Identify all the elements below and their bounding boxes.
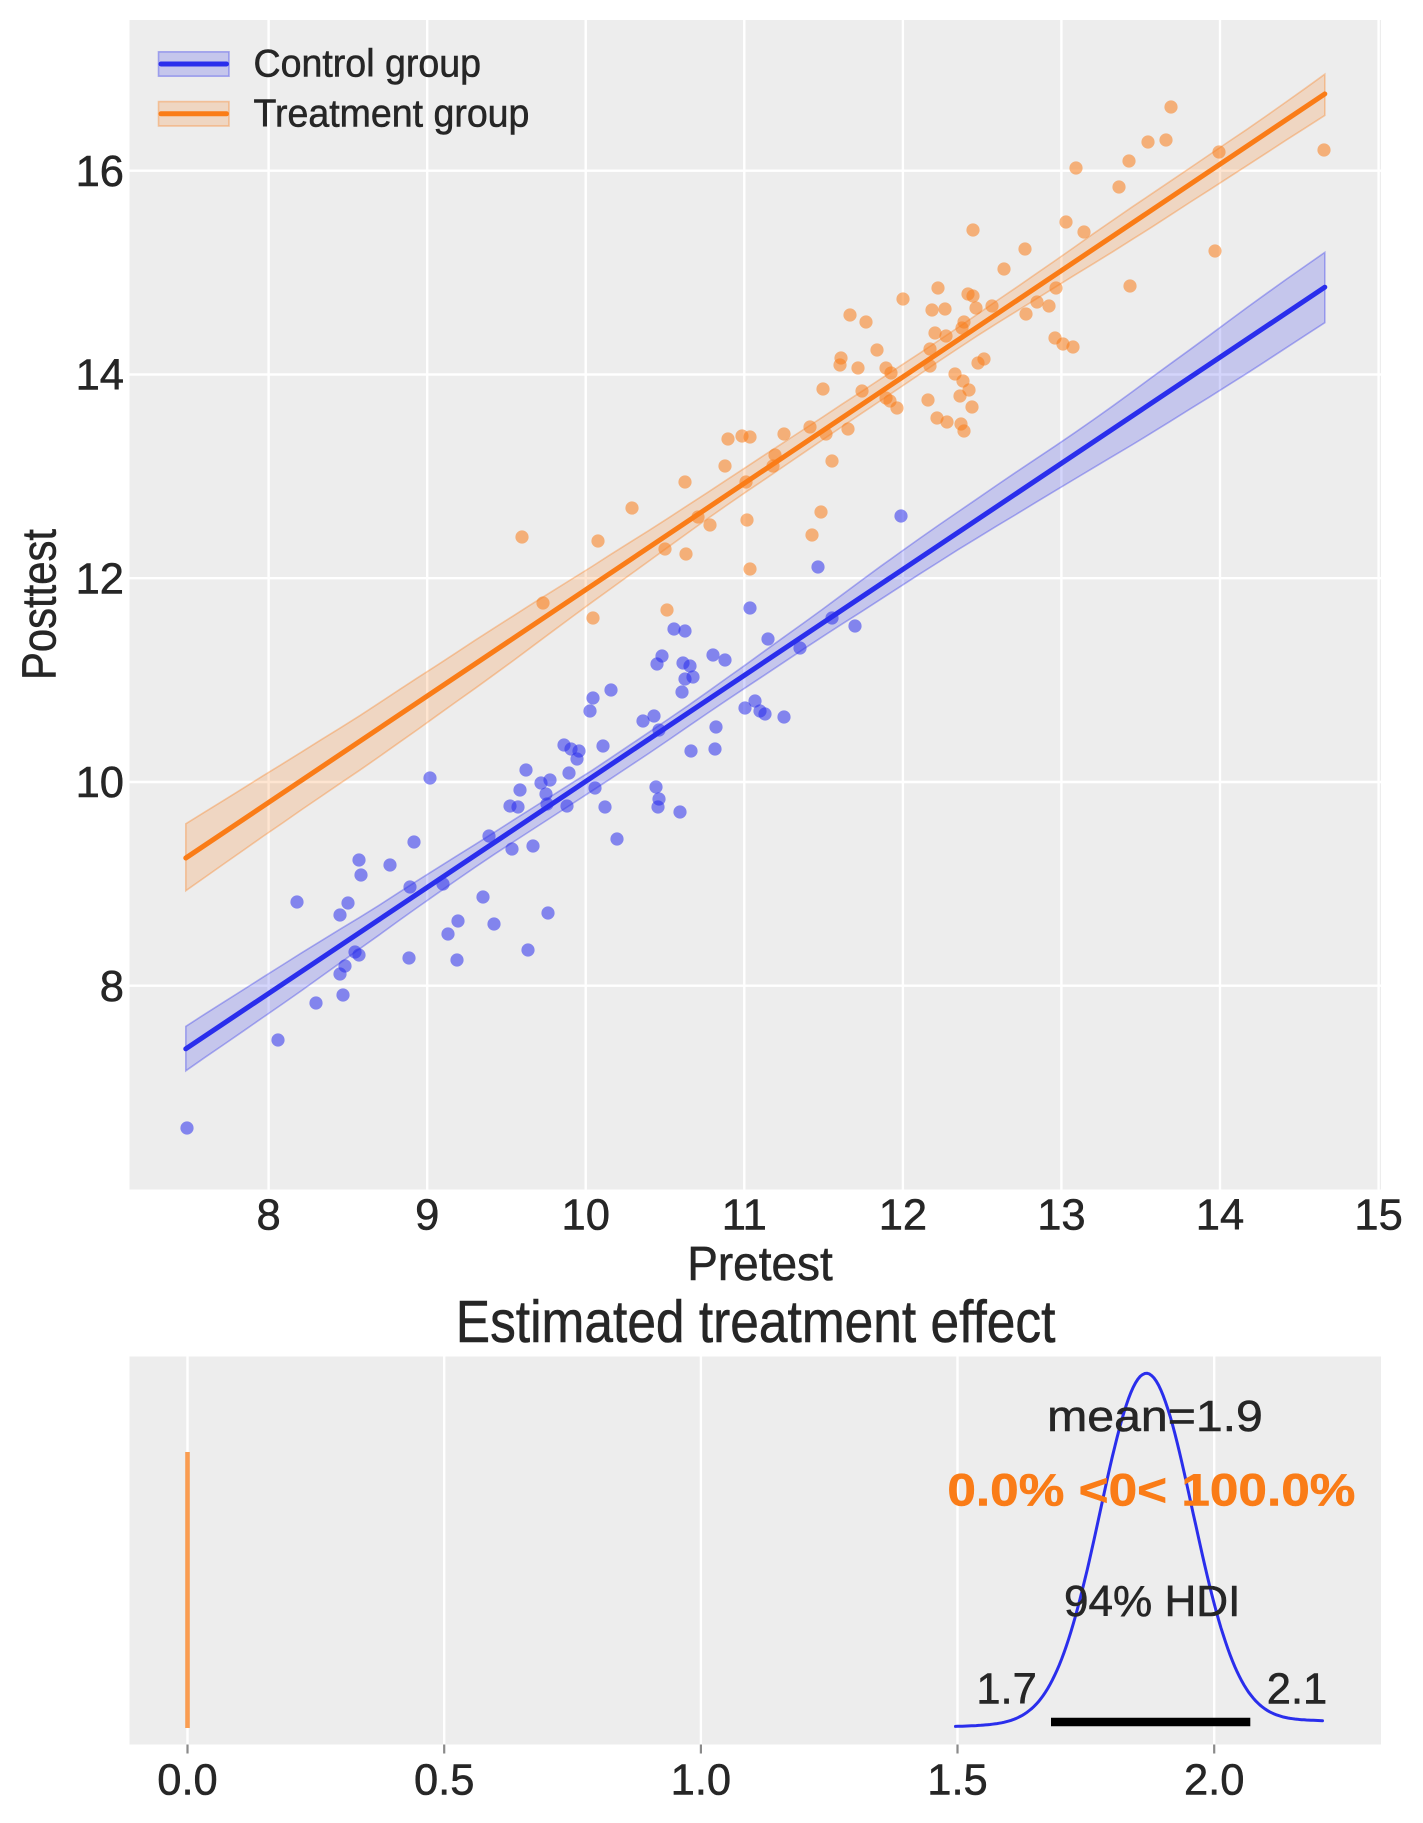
svg-text:94% HDI: 94% HDI bbox=[1064, 1578, 1240, 1626]
svg-text:9: 9 bbox=[415, 1192, 439, 1240]
svg-text:Treatment group: Treatment group bbox=[254, 92, 530, 135]
svg-text:2.0: 2.0 bbox=[1184, 1757, 1244, 1805]
svg-text:1.5: 1.5 bbox=[927, 1757, 987, 1805]
svg-text:14: 14 bbox=[1196, 1192, 1244, 1240]
svg-text:1.7: 1.7 bbox=[976, 1666, 1036, 1714]
svg-text:Pretest: Pretest bbox=[687, 1238, 833, 1291]
svg-text:0.0% <0< 100.0%: 0.0% <0< 100.0% bbox=[947, 1465, 1355, 1516]
svg-text:14: 14 bbox=[76, 352, 124, 400]
svg-text:Estimated treatment effect: Estimated treatment effect bbox=[456, 1289, 1056, 1355]
svg-text:8: 8 bbox=[100, 963, 124, 1011]
svg-text:10: 10 bbox=[562, 1192, 610, 1240]
svg-text:16: 16 bbox=[76, 148, 124, 196]
svg-text:Control group: Control group bbox=[254, 43, 482, 86]
svg-text:Posttest: Posttest bbox=[14, 529, 67, 680]
svg-text:13: 13 bbox=[1037, 1192, 1085, 1240]
svg-text:15: 15 bbox=[1354, 1192, 1402, 1240]
svg-text:11: 11 bbox=[722, 1192, 767, 1240]
svg-text:12: 12 bbox=[76, 555, 124, 603]
svg-text:12: 12 bbox=[879, 1192, 927, 1240]
svg-text:10: 10 bbox=[76, 759, 124, 807]
svg-text:0.0: 0.0 bbox=[157, 1757, 217, 1805]
svg-text:mean=1.9: mean=1.9 bbox=[1047, 1393, 1263, 1441]
svg-text:8: 8 bbox=[256, 1192, 280, 1240]
svg-text:2.1: 2.1 bbox=[1267, 1666, 1327, 1714]
svg-text:1.0: 1.0 bbox=[671, 1757, 731, 1805]
svg-text:0.5: 0.5 bbox=[414, 1757, 474, 1805]
